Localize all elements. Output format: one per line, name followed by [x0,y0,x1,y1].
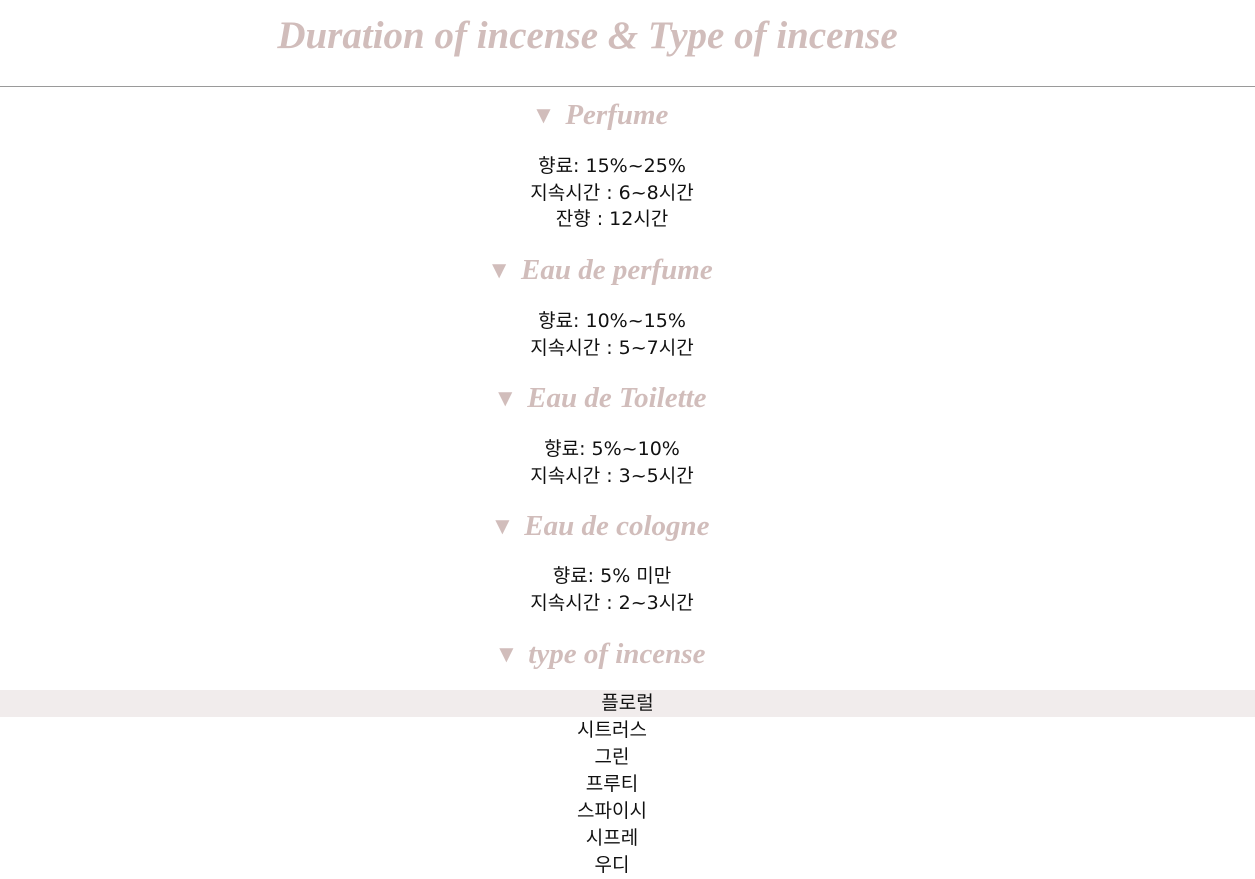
triangle-down-icon: ▼ [494,642,519,668]
section-title: Eau de perfume [521,254,713,286]
triangle-down-icon: ▼ [490,514,515,540]
list-item-chypre[interactable]: 시프레 [0,825,1224,852]
eau-de-toilette-info: 향료: 5%~10% 지속시간 : 3~5시간 [0,436,1224,489]
section-heading-eau-de-toilette[interactable]: ▼ Eau de Toilette [0,380,1200,417]
section-title: Eau de Toilette [527,382,707,414]
info-line: 지속시간 : 5~7시간 [530,336,694,359]
info-line: 지속시간 : 6~8시간 [530,181,694,204]
list-item-green[interactable]: 그린 [0,744,1224,771]
list-item-woody[interactable]: 우디 [0,852,1224,879]
page-title: Duration of incense & Type of incense [277,14,898,57]
list-item-label: 시프레 [585,827,639,849]
list-item-floral[interactable]: 플로럴 [0,690,1255,717]
page-header: Duration of incense & Type of incense [0,0,1255,87]
incense-type-list: 플로럴 시트러스 그린 프루티 스파이시 시프레 우디 [0,690,1255,879]
list-item-label: 플로럴 [601,692,654,714]
section-heading-eau-de-perfume[interactable]: ▼ Eau de perfume [0,252,1200,289]
info-line: 향료: 10%~15% [538,310,686,332]
list-item-citrus[interactable]: 시트러스 [0,717,1224,744]
section-heading-type-of-incense[interactable]: ▼ type of incense [0,636,1200,673]
info-line: 지속시간 : 3~5시간 [530,464,694,487]
info-line: 향료: 5% 미만 [552,565,672,587]
section-title: type of incense [528,638,706,670]
triangle-down-icon: ▼ [531,103,556,129]
list-item-fruity[interactable]: 프루티 [0,771,1224,798]
perfume-info: 향료: 15%~25% 지속시간 : 6~8시간 잔향 : 12시간 [0,153,1224,233]
triangle-down-icon: ▼ [487,258,512,284]
info-line: 향료: 15%~25% [538,155,686,177]
list-item-label: 시트러스 [577,719,647,741]
eau-de-perfume-info: 향료: 10%~15% 지속시간 : 5~7시간 [0,308,1224,361]
list-item-label: 스파이시 [577,800,647,822]
info-line: 지속시간 : 2~3시간 [530,591,694,614]
triangle-down-icon: ▼ [493,386,518,412]
list-item-label: 우디 [594,854,630,876]
info-line: 잔향 : 12시간 [555,208,669,230]
section-heading-perfume[interactable]: ▼ Perfume [0,97,1200,134]
section-title: Perfume [565,99,669,131]
list-item-label: 프루티 [585,773,639,795]
info-line: 향료: 5%~10% [544,438,680,460]
section-heading-eau-de-cologne[interactable]: ▼ Eau de cologne [0,508,1200,545]
list-item-spicy[interactable]: 스파이시 [0,798,1224,825]
eau-de-cologne-info: 향료: 5% 미만 지속시간 : 2~3시간 [0,563,1224,616]
section-title: Eau de cologne [524,510,710,542]
list-item-label: 그린 [594,746,630,768]
